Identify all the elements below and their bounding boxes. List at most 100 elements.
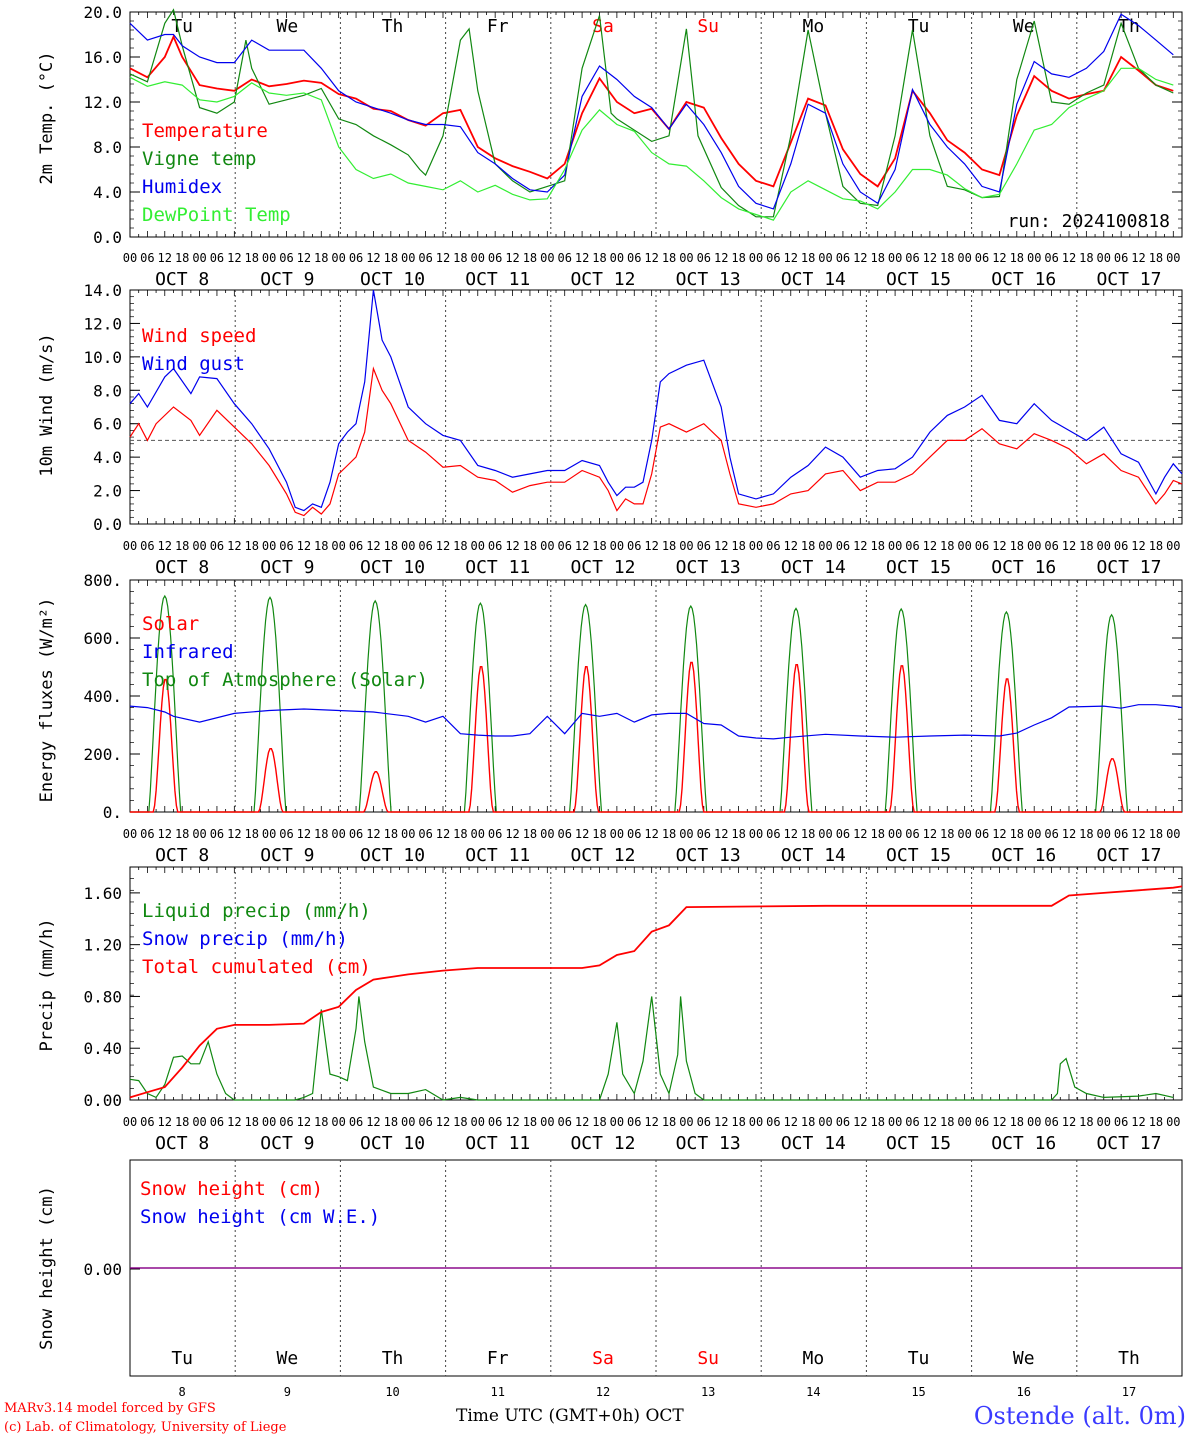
legend-entry: Solar — [142, 613, 199, 635]
hour-label: 06 — [766, 1115, 780, 1129]
day-number: 16 — [1017, 1385, 1031, 1399]
hour-label: 00 — [192, 251, 206, 265]
hour-label: 00 — [401, 539, 415, 553]
date-label: OCT 14 — [781, 1133, 846, 1154]
date-label: OCT 11 — [465, 269, 530, 290]
hour-label: 12 — [1062, 1115, 1076, 1129]
y-tick-label: 400. — [83, 687, 122, 706]
hour-label: 00 — [401, 1115, 415, 1129]
hour-label: 06 — [1044, 827, 1058, 841]
hour-label: 12 — [923, 251, 937, 265]
hour-label: 06 — [905, 827, 919, 841]
hour-label: 18 — [1149, 539, 1163, 553]
hour-label: 18 — [870, 251, 884, 265]
hour-label: 12 — [992, 1115, 1006, 1129]
hour-label: 12 — [853, 1115, 867, 1129]
hour-label: 18 — [314, 1115, 328, 1129]
hour-label: 00 — [610, 539, 624, 553]
hour-label: 00 — [1097, 827, 1111, 841]
hour-label: 00 — [262, 1115, 276, 1129]
hour-label: 18 — [523, 251, 537, 265]
series-line-dewpoint-temp — [129, 67, 1174, 221]
hour-label: 00 — [123, 1115, 137, 1129]
hour-label: 06 — [1044, 1115, 1058, 1129]
hour-label: 06 — [279, 827, 293, 841]
day-name: Su — [697, 16, 719, 37]
date-label: OCT 9 — [260, 845, 314, 866]
y-tick-label: 0.40 — [83, 1039, 122, 1058]
hour-label: 12 — [158, 539, 172, 553]
day-name: Tu — [908, 1348, 930, 1369]
hour-label: 06 — [975, 827, 989, 841]
hour-label: 18 — [244, 827, 258, 841]
legend-entry: Total cumulated (cm) — [142, 956, 371, 978]
hour-label: 12 — [575, 251, 589, 265]
hour-label: 06 — [627, 251, 641, 265]
hour-label: 06 — [905, 1115, 919, 1129]
date-label: OCT 13 — [676, 1133, 741, 1154]
date-label: OCT 13 — [676, 845, 741, 866]
hour-label: 00 — [540, 827, 554, 841]
hour-label: 12 — [1131, 827, 1145, 841]
hour-label: 12 — [158, 1115, 172, 1129]
hour-label: 00 — [1027, 1115, 1041, 1129]
hour-label: 12 — [1062, 251, 1076, 265]
y-axis-title: Energy fluxes (W/m²) — [37, 598, 57, 803]
hour-label: 18 — [662, 251, 676, 265]
date-label: OCT 17 — [1096, 1133, 1161, 1154]
hour-label: 12 — [505, 827, 519, 841]
day-number: 8 — [179, 1385, 186, 1399]
hour-label: 12 — [366, 251, 380, 265]
hour-label: 00 — [818, 1115, 832, 1129]
hour-label: 18 — [662, 1115, 676, 1129]
hour-label: 06 — [349, 1115, 363, 1129]
legend-entry: Humidex — [142, 176, 222, 198]
solar-line — [130, 661, 1182, 813]
legend-entry: Snow height (cm) — [140, 1178, 323, 1200]
y-tick-label: 10.0 — [83, 348, 122, 367]
y-tick-label: 8.0 — [93, 381, 122, 400]
hour-label: 18 — [1010, 539, 1024, 553]
hour-label: 18 — [592, 1115, 606, 1129]
hour-label: 18 — [870, 539, 884, 553]
hour-label: 12 — [505, 251, 519, 265]
hour-label: 18 — [244, 1115, 258, 1129]
hour-label: 06 — [1044, 539, 1058, 553]
y-tick-label: 0.0 — [93, 228, 122, 247]
hour-label: 00 — [957, 827, 971, 841]
day-name: Sa — [592, 1348, 614, 1369]
hour-label: 18 — [801, 251, 815, 265]
hour-label: 18 — [940, 827, 954, 841]
hour-label: 06 — [1114, 1115, 1128, 1129]
hour-label: 18 — [940, 539, 954, 553]
hour-label: 18 — [384, 827, 398, 841]
date-label: OCT 8 — [155, 1133, 209, 1154]
hour-label: 18 — [244, 251, 258, 265]
station-name: Ostende (alt. 0m) — [973, 1402, 1186, 1430]
hour-label: 12 — [784, 1115, 798, 1129]
hour-label: 12 — [784, 539, 798, 553]
hour-label: 12 — [644, 1115, 658, 1129]
hour-label: 12 — [714, 827, 728, 841]
y-tick-label: 1.20 — [83, 936, 122, 955]
hour-label: 06 — [836, 1115, 850, 1129]
hour-label: 12 — [505, 539, 519, 553]
date-label: OCT 13 — [676, 269, 741, 290]
date-label: OCT 12 — [570, 1133, 635, 1154]
hour-label: 12 — [575, 539, 589, 553]
series-line-wind-speed — [129, 366, 1183, 517]
y-axis-title: 2m Temp. (°C) — [37, 51, 57, 184]
date-label: OCT 10 — [360, 1133, 425, 1154]
hour-label: 00 — [471, 827, 485, 841]
y-tick-label: 12.0 — [83, 93, 122, 112]
hour-label: 06 — [627, 827, 641, 841]
hour-label: 12 — [436, 827, 450, 841]
legend-entry: Snow height (cm W.E.) — [140, 1206, 380, 1228]
hour-label: 00 — [123, 539, 137, 553]
hour-label: 06 — [697, 1115, 711, 1129]
hour-label: 06 — [557, 251, 571, 265]
hour-label: 18 — [592, 251, 606, 265]
legend-entry: Wind gust — [142, 353, 245, 375]
date-label: OCT 15 — [886, 1133, 951, 1154]
